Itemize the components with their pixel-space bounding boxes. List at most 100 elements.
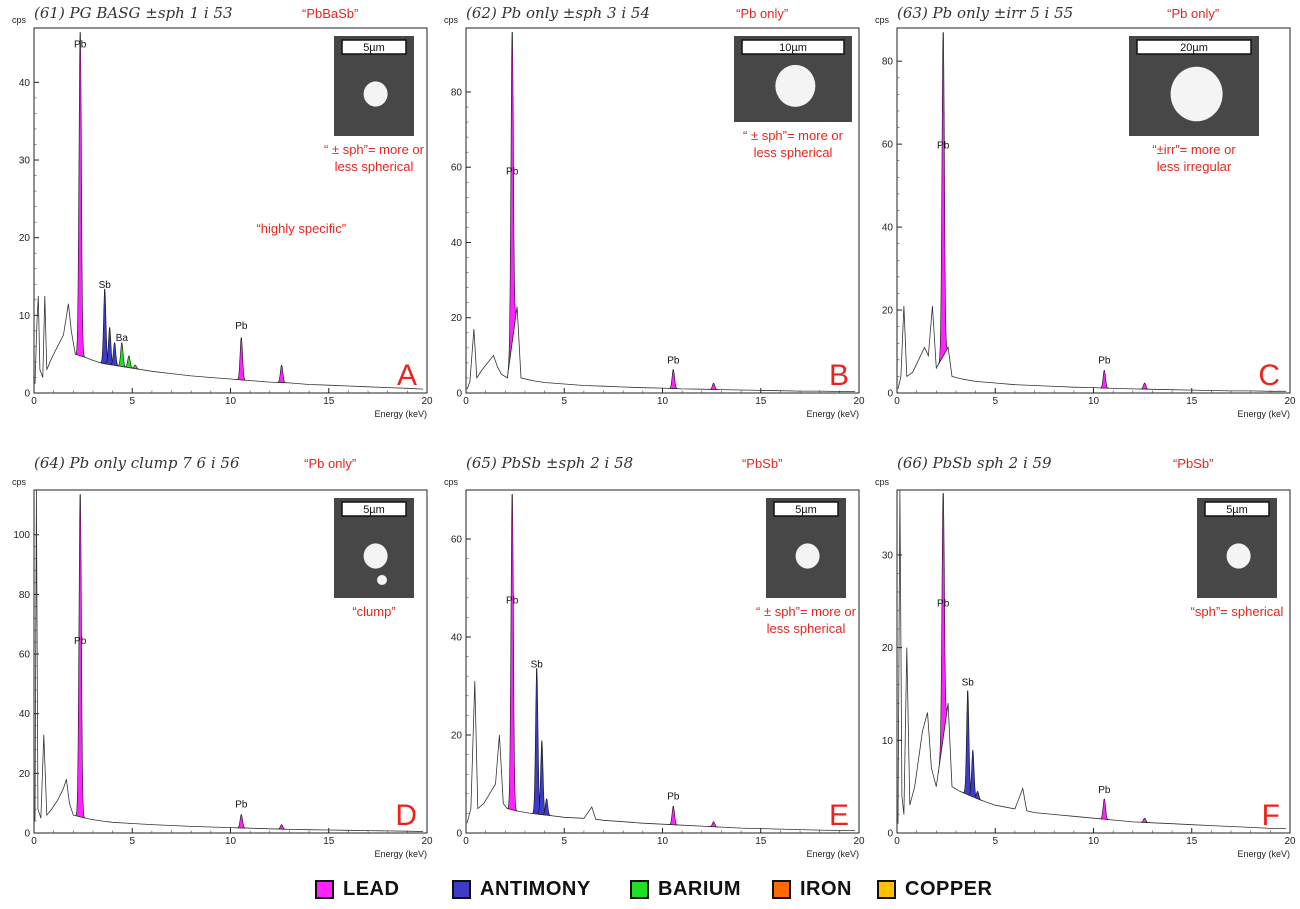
x-tick-label: 10 <box>657 396 669 407</box>
peak-pb <box>74 494 86 819</box>
peak-ba <box>116 342 128 368</box>
panel-b: 0 20 40 60 80 0 5 10 15 20 cps Energy (keV) Pb Pb (62)… <box>444 4 865 419</box>
scale-bar-box <box>773 501 839 517</box>
peak-label: Sb <box>962 677 975 688</box>
sem-inset: 5µm <box>334 498 414 598</box>
x-tick-label: 15 <box>755 836 767 847</box>
peak-pb <box>506 494 518 812</box>
scale-bar-label: 10µm <box>779 42 807 54</box>
y-axis-label: cps <box>875 15 890 25</box>
x-tick-label: 5 <box>129 396 135 407</box>
panel-letter: E <box>829 799 849 832</box>
peak-label: Pb <box>74 39 87 50</box>
y-axis-label: cps <box>444 15 459 25</box>
x-axis-label: Energy (keV) <box>1237 409 1290 419</box>
x-tick-label: 20 <box>853 396 865 407</box>
x-axis-label: Energy (keV) <box>374 409 427 419</box>
scale-bar-box <box>341 501 407 517</box>
y-tick-label: 60 <box>451 535 463 546</box>
morphology-note: “ ± sph”= more or <box>756 604 857 619</box>
classification-label: “Pb only” <box>304 456 356 471</box>
legend-swatch-copper <box>877 880 896 899</box>
peak-label: Pb <box>506 167 519 178</box>
morphology-note: less irregular <box>1157 159 1232 174</box>
y-tick-label: 100 <box>13 530 30 541</box>
panel-a: 0 10 20 30 40 0 5 10 15 20 cps Energy (keV) Pb Sb Ba Pb… <box>12 4 433 419</box>
peak-pb <box>506 31 518 379</box>
x-tick-label: 5 <box>561 836 567 847</box>
x-axis-label: Energy (keV) <box>1237 849 1290 859</box>
panel-f: 0 10 20 30 0 5 10 15 20 cps Energy (keV) Pb Sb Pb (66)… <box>875 454 1296 859</box>
x-axis-label: Energy (keV) <box>806 409 859 419</box>
x-tick-label: 15 <box>323 396 335 407</box>
peak-label: Pb <box>1098 355 1111 366</box>
peak-label: Pb <box>235 321 248 332</box>
x-tick-label: 5 <box>992 836 998 847</box>
legend-item-antimony: ANTIMONY <box>452 878 591 901</box>
y-tick-label: 40 <box>19 709 31 720</box>
y-tick-label: 20 <box>451 313 463 324</box>
classification-label: “PbSb” <box>1173 456 1213 471</box>
particle <box>1170 66 1223 122</box>
y-tick-label: 0 <box>887 389 893 400</box>
x-tick-label: 10 <box>225 396 237 407</box>
x-tick-label: 15 <box>323 836 335 847</box>
scale-bar-box <box>1136 39 1252 55</box>
panel-d: 0 20 40 60 80 100 0 5 10 15 20 cps Energy (keV) Pb Pb (… <box>12 454 433 859</box>
y-tick-label: 80 <box>882 57 894 68</box>
classification-label: “PbBaSb” <box>302 6 358 21</box>
y-tick-label: 20 <box>882 306 894 317</box>
peak-pb <box>938 32 949 365</box>
y-tick-label: 0 <box>24 389 30 400</box>
classification-label: “Pb only” <box>1167 6 1219 21</box>
morphology-note: “ ± sph”= more or <box>743 128 844 143</box>
x-tick-label: 10 <box>225 836 237 847</box>
legend-item-lead: LEAD <box>315 878 399 901</box>
morphology-note: “±irr”= more or <box>1152 142 1236 157</box>
panel-letter: A <box>397 359 417 392</box>
x-tick-label: 20 <box>421 396 433 407</box>
y-axis-label: cps <box>12 477 27 487</box>
peak-label: Ba <box>116 333 129 344</box>
particle <box>795 543 820 569</box>
y-tick-label: 0 <box>24 829 30 840</box>
peak-pb <box>276 824 287 830</box>
handwritten-label: (66) PbSb sph 2 i 59 <box>897 454 1052 472</box>
peak-label: Pb <box>937 599 950 610</box>
x-tick-label: 5 <box>129 836 135 847</box>
peak-label: Pb <box>74 636 87 647</box>
peak-pb <box>1099 798 1110 820</box>
scale-bar-box <box>741 39 845 55</box>
legend-label-antimony: ANTIMONY <box>480 878 591 900</box>
handwritten-label: (65) PbSb ±sph 2 i 58 <box>466 454 633 472</box>
peak-pb <box>668 369 679 390</box>
peak-pb <box>937 493 949 774</box>
classification-label: “PbSb” <box>742 456 782 471</box>
particle <box>775 64 816 107</box>
y-axis-label: cps <box>444 477 459 487</box>
scale-bar-label: 5µm <box>1226 504 1248 516</box>
sem-inset: 10µm <box>734 36 852 122</box>
x-tick-label: 15 <box>1186 836 1198 847</box>
sem-inset: 20µm <box>1129 36 1259 136</box>
morphology-note: “sph”= spherical <box>1191 604 1284 619</box>
y-tick-label: 40 <box>451 238 463 249</box>
y-tick-label: 30 <box>882 550 894 561</box>
y-tick-label: 10 <box>19 311 31 322</box>
x-tick-label: 10 <box>1088 396 1100 407</box>
panel-letter: D <box>395 799 417 832</box>
peak-pb <box>235 337 247 381</box>
scale-bar-label: 5µm <box>795 504 817 516</box>
handwritten-label: (61) PG BASG ±sph 1 i 53 <box>34 4 233 22</box>
peak-label: Pb <box>937 140 950 151</box>
peak-label: Pb <box>667 792 680 803</box>
spectrum-line <box>34 295 424 390</box>
morphology-note: less spherical <box>767 621 846 636</box>
peak-label: Pb <box>667 355 680 366</box>
particle <box>363 543 388 569</box>
x-tick-label: 20 <box>421 836 433 847</box>
particle-small <box>377 575 387 585</box>
handwritten-label: (64) Pb only clump 7 6 i 56 <box>34 454 240 472</box>
legend-swatch-lead <box>315 880 334 899</box>
morphology-note: “clump” <box>352 604 395 619</box>
